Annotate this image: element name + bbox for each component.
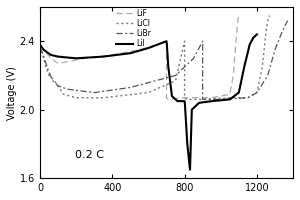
Y-axis label: Voltage (V): Voltage (V) <box>7 66 17 120</box>
Text: 0.2 C: 0.2 C <box>75 150 104 160</box>
Legend: LiF, LiCl, LiBr, LiI: LiF, LiCl, LiBr, LiI <box>115 7 152 50</box>
